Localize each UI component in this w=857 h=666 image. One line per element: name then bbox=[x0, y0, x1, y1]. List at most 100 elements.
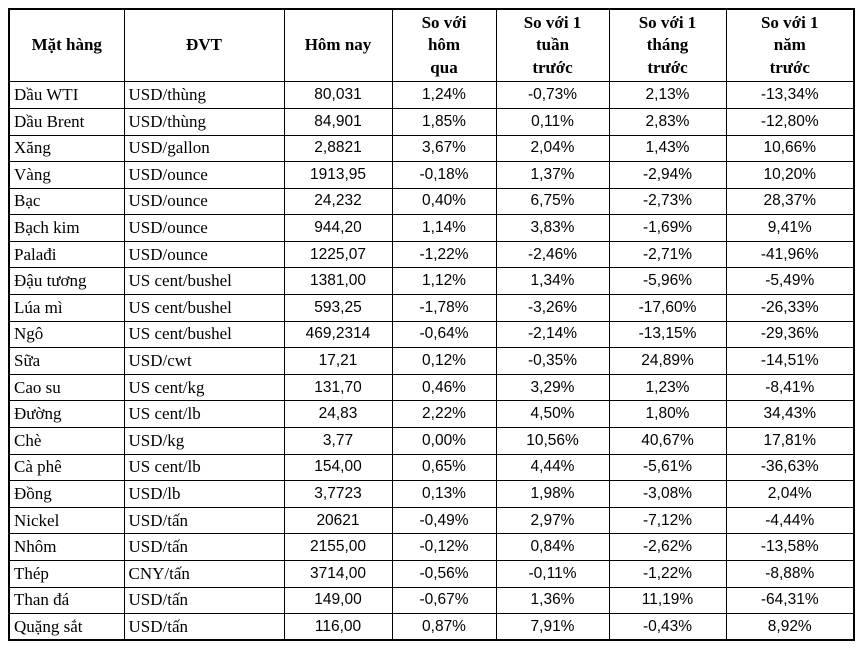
table-row: Đồng USD/lb 3,7723 0,13% 1,98% -3,08% 2,04% bbox=[8, 480, 855, 508]
change-vs-1-year-cell: 9,41% bbox=[725, 214, 855, 242]
commodity-cell: Nhôm bbox=[8, 533, 125, 561]
table-row: Quặng sắt USD/tấn 116,00 0,87% 7,91% -0,43% 8,… bbox=[8, 613, 855, 641]
table-row: Dầu Brent USD/thùng 84,901 1,85% 0,11% 2,83% -… bbox=[8, 107, 855, 136]
change-vs-1-week-cell: 3,83% bbox=[495, 214, 610, 242]
change-vs-yesterday-cell: -1,22% bbox=[391, 240, 497, 269]
today-price-cell: 3,77 bbox=[283, 427, 393, 455]
unit-cell: US cent/bushel bbox=[123, 267, 285, 296]
change-vs-1-month-cell: -5,61% bbox=[608, 453, 727, 482]
unit-cell: USD/ounce bbox=[123, 187, 285, 216]
unit-cell: USD/ounce bbox=[123, 214, 285, 242]
change-vs-1-year-cell: 10,20% bbox=[725, 161, 855, 189]
unit-cell: US cent/bushel bbox=[123, 294, 285, 322]
change-vs-1-year-cell: 10,66% bbox=[725, 134, 855, 163]
today-price-cell: 131,70 bbox=[283, 373, 393, 402]
today-price-cell: 3714,00 bbox=[283, 560, 393, 588]
change-vs-1-month-cell: 1,23% bbox=[608, 373, 727, 402]
change-vs-1-year-cell: -36,63% bbox=[725, 453, 855, 482]
commodity-cell: Dầu WTI bbox=[8, 81, 125, 109]
change-vs-1-year-cell: 34,43% bbox=[725, 400, 855, 429]
change-vs-yesterday-cell: 0,65% bbox=[391, 453, 497, 482]
unit-cell: USD/cwt bbox=[123, 347, 285, 375]
change-vs-1-month-cell: -7,12% bbox=[608, 506, 727, 535]
change-vs-yesterday-cell: -0,49% bbox=[391, 506, 497, 535]
change-vs-1-month-cell: 24,89% bbox=[608, 347, 727, 375]
unit-cell: US cent/lb bbox=[123, 400, 285, 429]
change-vs-yesterday-cell: 0,87% bbox=[391, 613, 497, 641]
change-vs-1-week-cell: 0,84% bbox=[495, 533, 610, 561]
table-row: Xăng USD/gallon 2,8821 3,67% 2,04% 1,43% 10,66… bbox=[8, 134, 855, 163]
unit-cell: USD/gallon bbox=[123, 134, 285, 163]
today-price-cell: 2,8821 bbox=[283, 134, 393, 163]
commodity-price-table: Mặt hàng ĐVT Hôm nay So với hôm qua So v… bbox=[8, 8, 855, 642]
change-vs-1-week-cell: -2,14% bbox=[495, 320, 610, 349]
change-vs-1-year-cell: -14,51% bbox=[725, 347, 855, 375]
today-price-cell: 1913,95 bbox=[283, 161, 393, 189]
commodity-cell: Dầu Brent bbox=[8, 107, 125, 136]
change-vs-1-week-cell: 2,04% bbox=[495, 134, 610, 163]
today-price-cell: 84,901 bbox=[283, 107, 393, 136]
change-vs-1-week-cell: 6,75% bbox=[495, 187, 610, 216]
unit-cell: USD/thùng bbox=[123, 81, 285, 109]
commodity-cell: Quặng sắt bbox=[8, 613, 125, 641]
change-vs-yesterday-cell: 1,14% bbox=[391, 214, 497, 242]
change-vs-yesterday-cell: 0,12% bbox=[391, 347, 497, 375]
change-vs-yesterday-cell: 1,12% bbox=[391, 267, 497, 296]
commodity-cell: Xăng bbox=[8, 134, 125, 163]
change-vs-1-year-cell: 2,04% bbox=[725, 480, 855, 508]
commodity-cell: Cà phê bbox=[8, 453, 125, 482]
table-row: Lúa mì US cent/bushel 593,25 -1,78% -3,26% -1… bbox=[8, 294, 855, 322]
today-price-cell: 154,00 bbox=[283, 453, 393, 482]
change-vs-1-month-cell: 1,43% bbox=[608, 134, 727, 163]
commodity-cell: Cao su bbox=[8, 373, 125, 402]
change-vs-1-week-cell: 1,36% bbox=[495, 586, 610, 615]
change-vs-1-week-cell: 7,91% bbox=[495, 613, 610, 641]
change-vs-1-year-cell: -29,36% bbox=[725, 320, 855, 349]
header-vs-1-month: So với 1 tháng trước bbox=[608, 8, 727, 83]
commodity-cell: Vàng bbox=[8, 161, 125, 189]
change-vs-1-month-cell: -1,69% bbox=[608, 214, 727, 242]
change-vs-1-year-cell: -5,49% bbox=[725, 267, 855, 296]
change-vs-yesterday-cell: -0,64% bbox=[391, 320, 497, 349]
commodity-cell: Sữa bbox=[8, 347, 125, 375]
table-row: Than đá USD/tấn 149,00 -0,67% 1,36% 11,19% -64… bbox=[8, 586, 855, 615]
change-vs-1-week-cell: -0,35% bbox=[495, 347, 610, 375]
change-vs-1-month-cell: -3,08% bbox=[608, 480, 727, 508]
today-price-cell: 3,7723 bbox=[283, 480, 393, 508]
unit-cell: USD/kg bbox=[123, 427, 285, 455]
commodity-cell: Ngô bbox=[8, 320, 125, 349]
change-vs-1-week-cell: 10,56% bbox=[495, 427, 610, 455]
unit-cell: USD/tấn bbox=[123, 613, 285, 641]
unit-cell: USD/thùng bbox=[123, 107, 285, 136]
table-row: Cà phê US cent/lb 154,00 0,65% 4,44% -5,61% -3… bbox=[8, 453, 855, 482]
change-vs-1-week-cell: -2,46% bbox=[495, 240, 610, 269]
unit-cell: US cent/bushel bbox=[123, 320, 285, 349]
commodity-cell: Lúa mì bbox=[8, 294, 125, 322]
change-vs-1-week-cell: -3,26% bbox=[495, 294, 610, 322]
change-vs-1-month-cell: 2,83% bbox=[608, 107, 727, 136]
table-row: Đường US cent/lb 24,83 2,22% 4,50% 1,80% 34,43… bbox=[8, 400, 855, 429]
unit-cell: US cent/lb bbox=[123, 453, 285, 482]
unit-cell: USD/ounce bbox=[123, 240, 285, 269]
today-price-cell: 17,21 bbox=[283, 347, 393, 375]
commodity-cell: Bạch kim bbox=[8, 214, 125, 242]
change-vs-1-year-cell: -13,58% bbox=[725, 533, 855, 561]
today-price-cell: 20621 bbox=[283, 506, 393, 535]
table-row: Ngô US cent/bushel 469,2314 -0,64% -2,14% -13… bbox=[8, 320, 855, 349]
today-price-cell: 1381,00 bbox=[283, 267, 393, 296]
header-commodity: Mặt hàng bbox=[8, 8, 125, 83]
change-vs-yesterday-cell: -0,67% bbox=[391, 586, 497, 615]
unit-cell: USD/ounce bbox=[123, 161, 285, 189]
change-vs-1-week-cell: 1,34% bbox=[495, 267, 610, 296]
change-vs-1-week-cell: 4,44% bbox=[495, 453, 610, 482]
commodity-cell: Đồng bbox=[8, 480, 125, 508]
change-vs-1-month-cell: -2,71% bbox=[608, 240, 727, 269]
table-row: Dầu WTI USD/thùng 80,031 1,24% -0,73% 2,13% -1… bbox=[8, 81, 855, 109]
change-vs-1-month-cell: -1,22% bbox=[608, 560, 727, 588]
change-vs-1-month-cell: -5,96% bbox=[608, 267, 727, 296]
commodity-cell: Nickel bbox=[8, 506, 125, 535]
today-price-cell: 116,00 bbox=[283, 613, 393, 641]
change-vs-1-month-cell: 11,19% bbox=[608, 586, 727, 615]
table-row: Nickel USD/tấn 20621 -0,49% 2,97% -7,12% -4,44… bbox=[8, 506, 855, 535]
table-row: Bạch kim USD/ounce 944,20 1,14% 3,83% -1,69% 9… bbox=[8, 214, 855, 242]
